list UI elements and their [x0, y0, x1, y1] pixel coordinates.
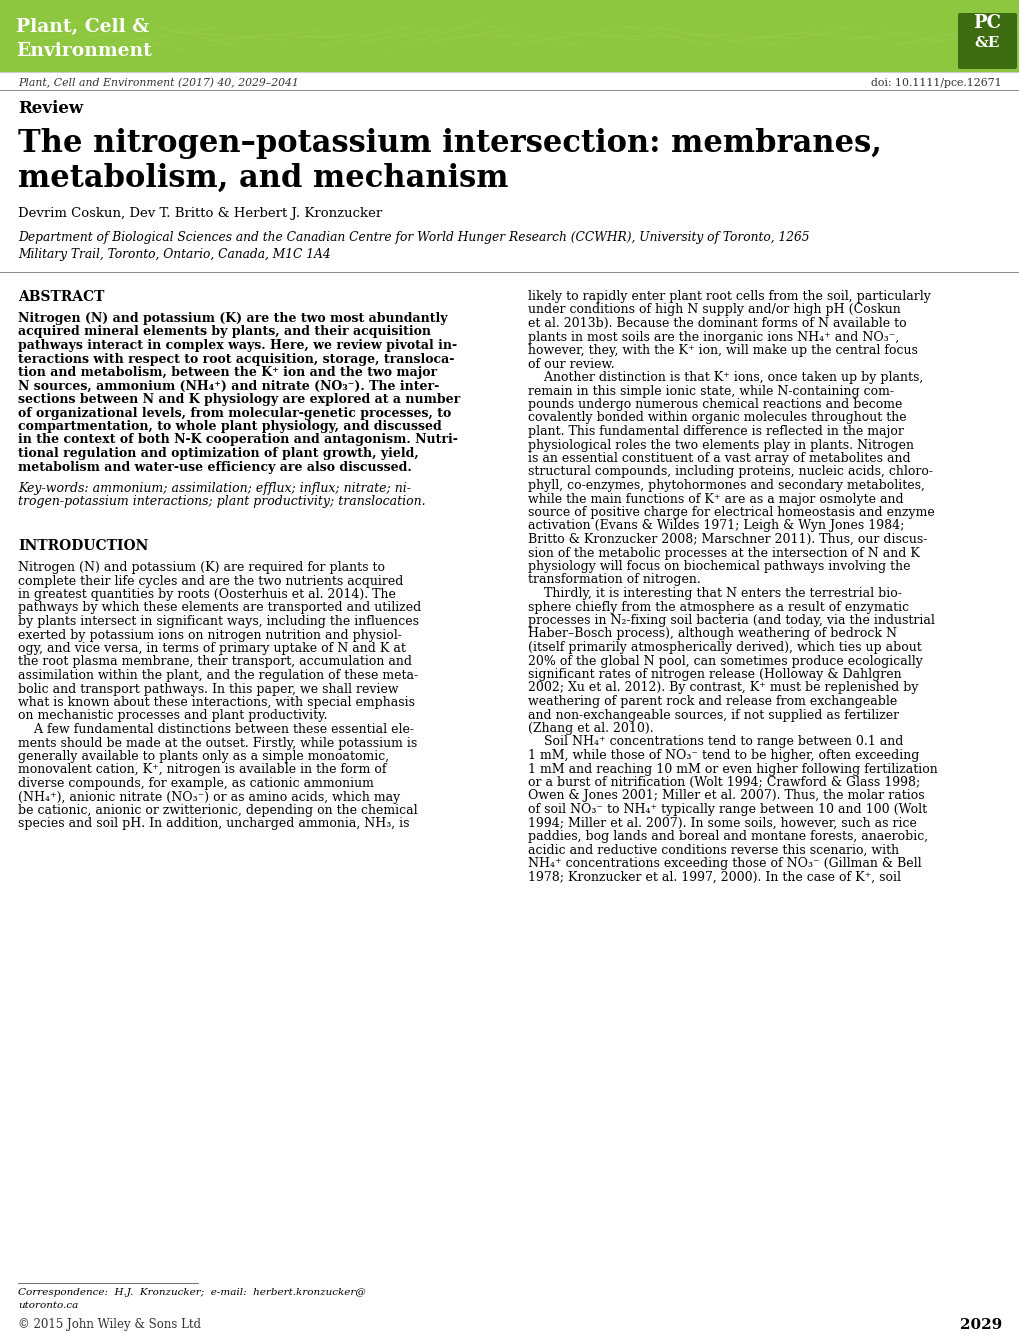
Text: (Zhang et al. 2010).: (Zhang et al. 2010).: [528, 722, 653, 736]
Text: is an essential constituent of a vast array of metabolites and: is an essential constituent of a vast ar…: [528, 452, 910, 465]
Text: (NH₄⁺), anionic nitrate (NO₃⁻) or as amino acids, which may: (NH₄⁺), anionic nitrate (NO₃⁻) or as ami…: [18, 791, 399, 804]
Text: 2002; Xu et al. 2012). By contrast, K⁺ must be replenished by: 2002; Xu et al. 2012). By contrast, K⁺ m…: [528, 682, 917, 694]
Text: Nitrogen (N) and potassium (K) are required for plants to: Nitrogen (N) and potassium (K) are requi…: [18, 561, 384, 574]
Text: 20% of the global N pool, can sometimes produce ecologically: 20% of the global N pool, can sometimes …: [528, 654, 922, 667]
Text: phyll, co-enzymes, phytohormones and secondary metabolites,: phyll, co-enzymes, phytohormones and sec…: [528, 478, 924, 492]
Text: 1 mM, while those of NO₃⁻ tend to be higher, often exceeding: 1 mM, while those of NO₃⁻ tend to be hig…: [528, 749, 918, 762]
Text: pathways by which these elements are transported and utilized: pathways by which these elements are tra…: [18, 602, 421, 615]
Text: and non-exchangeable sources, if not supplied as fertilizer: and non-exchangeable sources, if not sup…: [528, 709, 898, 721]
Text: plant. This fundamental difference is reflected in the major: plant. This fundamental difference is re…: [528, 425, 903, 438]
Text: ABSTRACT: ABSTRACT: [18, 289, 104, 304]
Text: however, they, with the K⁺ ion, will make up the central focus: however, they, with the K⁺ ion, will mak…: [528, 344, 917, 356]
Text: weathering of parent rock and release from exchangeable: weathering of parent rock and release fr…: [528, 695, 897, 708]
Text: pathways interact in complex ways. Here, we review pivotal in-: pathways interact in complex ways. Here,…: [18, 339, 457, 352]
Text: monovalent cation, K⁺, nitrogen is available in the form of: monovalent cation, K⁺, nitrogen is avail…: [18, 764, 386, 776]
Text: complete their life cycles and are the two nutrients acquired: complete their life cycles and are the t…: [18, 575, 403, 587]
Text: sections between N and K physiology are explored at a number: sections between N and K physiology are …: [18, 393, 460, 406]
Text: in the context of both N-K cooperation and antagonism. Nutri-: in the context of both N-K cooperation a…: [18, 434, 458, 446]
Text: bolic and transport pathways. In this paper, we shall review: bolic and transport pathways. In this pa…: [18, 682, 398, 695]
Text: Owen & Jones 2001; Miller et al. 2007). Thus, the molar ratios: Owen & Jones 2001; Miller et al. 2007). …: [528, 789, 923, 803]
Text: significant rates of nitrogen release (Holloway & Dahlgren: significant rates of nitrogen release (H…: [528, 669, 901, 681]
Text: metabolism, and mechanism: metabolism, and mechanism: [18, 163, 508, 194]
Text: Thirdly, it is interesting that N enters the terrestrial bio-: Thirdly, it is interesting that N enters…: [528, 587, 901, 600]
Text: Plant, Cell &: Plant, Cell &: [16, 17, 149, 36]
Text: generally available to plants only as a simple monoatomic,: generally available to plants only as a …: [18, 750, 388, 762]
Text: 1 mM and reaching 10 mM or even higher following fertilization: 1 mM and reaching 10 mM or even higher f…: [528, 762, 936, 776]
Text: 1978; Kronzucker et al. 1997, 2000). In the case of K⁺, soil: 1978; Kronzucker et al. 1997, 2000). In …: [528, 871, 900, 883]
Text: teractions with respect to root acquisition, storage, transloca-: teractions with respect to root acquisit…: [18, 352, 453, 366]
Text: source of positive charge for electrical homeostasis and enzyme: source of positive charge for electrical…: [528, 507, 933, 519]
Text: Review: Review: [18, 100, 83, 117]
Text: the root plasma membrane, their transport, accumulation and: the root plasma membrane, their transpor…: [18, 655, 412, 669]
Text: remain in this simple ionic state, while N-containing com-: remain in this simple ionic state, while…: [528, 385, 893, 398]
Text: trogen-potassium interactions; plant productivity; translocation.: trogen-potassium interactions; plant pro…: [18, 496, 425, 508]
Text: Environment: Environment: [16, 42, 152, 60]
Text: utoronto.ca: utoronto.ca: [18, 1301, 78, 1311]
Text: of organizational levels, from molecular-genetic processes, to: of organizational levels, from molecular…: [18, 406, 450, 419]
Text: tion and metabolism, between the K⁺ ion and the two major: tion and metabolism, between the K⁺ ion …: [18, 366, 437, 379]
Text: 2029: 2029: [959, 1319, 1001, 1332]
Text: Military Trail, Toronto, Ontario, Canada, M1C 1A4: Military Trail, Toronto, Ontario, Canada…: [18, 248, 330, 261]
Text: Nitrogen (N) and potassium (K) are the two most abundantly: Nitrogen (N) and potassium (K) are the t…: [18, 312, 447, 326]
Text: structural compounds, including proteins, nucleic acids, chloro-: structural compounds, including proteins…: [528, 465, 932, 478]
Text: Department of Biological Sciences and the Canadian Centre for World Hunger Resea: Department of Biological Sciences and th…: [18, 230, 809, 244]
Text: PC: PC: [972, 13, 1000, 32]
Text: © 2015 John Wiley & Sons Ltd: © 2015 John Wiley & Sons Ltd: [18, 1319, 201, 1331]
Text: Correspondence:  H.J.  Kronzucker;  e-mail:  herbert.kronzucker@: Correspondence: H.J. Kronzucker; e-mail:…: [18, 1288, 366, 1297]
Text: species and soil pH. In addition, uncharged ammonia, NH₃, is: species and soil pH. In addition, unchar…: [18, 817, 409, 831]
Text: paddies, bog lands and boreal and montane forests, anaerobic,: paddies, bog lands and boreal and montan…: [528, 829, 927, 843]
Text: tional regulation and optimization of plant growth, yield,: tional regulation and optimization of pl…: [18, 448, 419, 460]
Text: or a burst of nitrification (Wolt 1994; Crawford & Glass 1998;: or a burst of nitrification (Wolt 1994; …: [528, 776, 919, 789]
Text: physiological roles the two elements play in plants. Nitrogen: physiological roles the two elements pla…: [528, 438, 913, 452]
Text: Haber–Bosch process), although weathering of bedrock N: Haber–Bosch process), although weatherin…: [528, 627, 896, 641]
Text: Soil NH₄⁺ concentrations tend to range between 0.1 and: Soil NH₄⁺ concentrations tend to range b…: [528, 736, 903, 749]
Text: (itself primarily atmospherically derived), which ties up about: (itself primarily atmospherically derive…: [528, 641, 921, 654]
Text: Britto & Kronzucker 2008; Marschner 2011). Thus, our discus-: Britto & Kronzucker 2008; Marschner 2011…: [528, 533, 926, 545]
Text: ogy, and vice versa, in terms of primary uptake of N and K at: ogy, and vice versa, in terms of primary…: [18, 642, 406, 655]
Text: processes in N₂-fixing soil bacteria (and today, via the industrial: processes in N₂-fixing soil bacteria (an…: [528, 614, 934, 627]
Text: acquired mineral elements by plants, and their acquisition: acquired mineral elements by plants, and…: [18, 326, 431, 339]
Text: INTRODUCTION: INTRODUCTION: [18, 539, 148, 553]
Text: Another distinction is that K⁺ ions, once taken up by plants,: Another distinction is that K⁺ ions, onc…: [528, 371, 922, 385]
Text: doi: 10.1111/pce.12671: doi: 10.1111/pce.12671: [870, 78, 1001, 88]
Text: diverse compounds, for example, as cationic ammonium: diverse compounds, for example, as catio…: [18, 777, 374, 791]
Text: be cationic, anionic or zwitterionic, depending on the chemical: be cationic, anionic or zwitterionic, de…: [18, 804, 417, 817]
Text: physiology will focus on biochemical pathways involving the: physiology will focus on biochemical pat…: [528, 560, 910, 574]
Bar: [0, 0, 1019, 72]
Text: acidic and reductive conditions reverse this scenario, with: acidic and reductive conditions reverse …: [528, 843, 898, 856]
Text: of soil NO₃⁻ to NH₄⁺ typically range between 10 and 100 (Wolt: of soil NO₃⁻ to NH₄⁺ typically range bet…: [528, 803, 926, 816]
Text: compartmentation, to whole plant physiology, and discussed: compartmentation, to whole plant physiol…: [18, 419, 441, 433]
Text: metabolism and water-use efficiency are also discussed.: metabolism and water-use efficiency are …: [18, 461, 412, 473]
Text: transformation of nitrogen.: transformation of nitrogen.: [528, 574, 700, 587]
Text: sphere chiefly from the atmosphere as a result of enzymatic: sphere chiefly from the atmosphere as a …: [528, 600, 908, 614]
Text: covalently bonded within organic molecules throughout the: covalently bonded within organic molecul…: [528, 411, 906, 425]
Text: assimilation within the plant, and the regulation of these meta-: assimilation within the plant, and the r…: [18, 669, 418, 682]
FancyBboxPatch shape: [957, 13, 1016, 68]
Text: while the main functions of K⁺ are as a major osmolyte and: while the main functions of K⁺ are as a …: [528, 493, 903, 505]
Text: likely to rapidly enter plant root cells from the soil, particularly: likely to rapidly enter plant root cells…: [528, 289, 930, 303]
Text: pounds undergo numerous chemical reactions and become: pounds undergo numerous chemical reactio…: [528, 398, 902, 411]
Text: what is known about these interactions, with special emphasis: what is known about these interactions, …: [18, 695, 415, 709]
Text: activation (Evans & Wildes 1971; Leigh & Wyn Jones 1984;: activation (Evans & Wildes 1971; Leigh &…: [528, 520, 904, 532]
Text: of our review.: of our review.: [528, 358, 614, 370]
Text: &E: &E: [973, 36, 999, 50]
Text: in greatest quantities by roots (Oosterhuis et al. 2014). The: in greatest quantities by roots (Oosterh…: [18, 588, 395, 602]
Text: ments should be made at the outset. Firstly, while potassium is: ments should be made at the outset. Firs…: [18, 737, 417, 749]
Text: 1994; Miller et al. 2007). In some soils, however, such as rice: 1994; Miller et al. 2007). In some soils…: [528, 816, 916, 829]
Text: by plants intersect in significant ways, including the influences: by plants intersect in significant ways,…: [18, 615, 419, 628]
Text: exerted by potassium ions on nitrogen nutrition and physiol-: exerted by potassium ions on nitrogen nu…: [18, 628, 401, 642]
Text: Devrim Coskun, Dev T. Britto & Herbert J. Kronzucker: Devrim Coskun, Dev T. Britto & Herbert J…: [18, 206, 382, 220]
Text: Key-words: ammonium; assimilation; efflux; influx; nitrate; ni-: Key-words: ammonium; assimilation; efflu…: [18, 482, 411, 494]
Text: et al. 2013b). Because the dominant forms of N available to: et al. 2013b). Because the dominant form…: [528, 318, 906, 330]
Text: N sources, ammonium (NH₄⁺) and nitrate (NO₃⁻). The inter-: N sources, ammonium (NH₄⁺) and nitrate (…: [18, 379, 439, 393]
Text: NH₄⁺ concentrations exceeding those of NO₃⁻ (Gillman & Bell: NH₄⁺ concentrations exceeding those of N…: [528, 858, 921, 870]
Text: plants in most soils are the inorganic ions NH₄⁺ and NO₃⁻,: plants in most soils are the inorganic i…: [528, 331, 899, 343]
Text: under conditions of high N supply and/or high pH (Coskun: under conditions of high N supply and/or…: [528, 303, 900, 316]
Text: A few fundamental distinctions between these essential ele-: A few fundamental distinctions between t…: [18, 724, 414, 736]
Text: Plant, Cell and Environment (2017) 40, 2029–2041: Plant, Cell and Environment (2017) 40, 2…: [18, 78, 299, 88]
Text: sion of the metabolic processes at the intersection of N and K: sion of the metabolic processes at the i…: [528, 547, 919, 560]
Text: on mechanistic processes and plant productivity.: on mechanistic processes and plant produ…: [18, 709, 327, 722]
Text: The nitrogen–potassium intersection: membranes,: The nitrogen–potassium intersection: mem…: [18, 129, 881, 159]
